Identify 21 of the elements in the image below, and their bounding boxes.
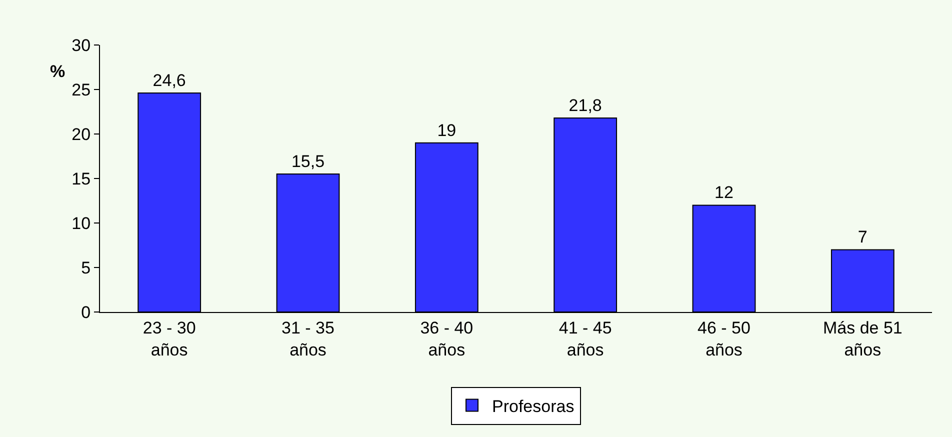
y-tick-label: 20 xyxy=(72,124,91,144)
x-tick-label: 41 - 45 años xyxy=(558,318,612,360)
y-tick-label: 25 xyxy=(72,80,91,100)
data-label: 21,8 xyxy=(568,96,602,115)
x-tick-label: 23 - 30 años xyxy=(142,318,196,360)
x-tick-label: 31 - 35 años xyxy=(282,318,334,360)
data-label: 24,6 xyxy=(152,71,186,90)
data-label: 7 xyxy=(858,228,868,247)
y-tick-label: 10 xyxy=(72,214,91,233)
x-tick-label: 36 - 40 años xyxy=(420,318,474,360)
data-label: 19 xyxy=(437,120,456,140)
data-label: 15,5 xyxy=(291,152,325,172)
legend-label: Profesoras xyxy=(492,396,574,416)
y-tick-label: 0 xyxy=(81,302,91,322)
y-tick-label: 5 xyxy=(81,258,91,278)
data-label: 12 xyxy=(714,183,734,202)
x-tick-label: Más de 51 años xyxy=(822,318,902,360)
y-tick-label: 30 xyxy=(72,36,91,55)
y-tick-label: 15 xyxy=(72,169,91,188)
x-tick-label: 46 - 50 años xyxy=(698,318,750,360)
y-axis-title: % xyxy=(50,62,66,81)
